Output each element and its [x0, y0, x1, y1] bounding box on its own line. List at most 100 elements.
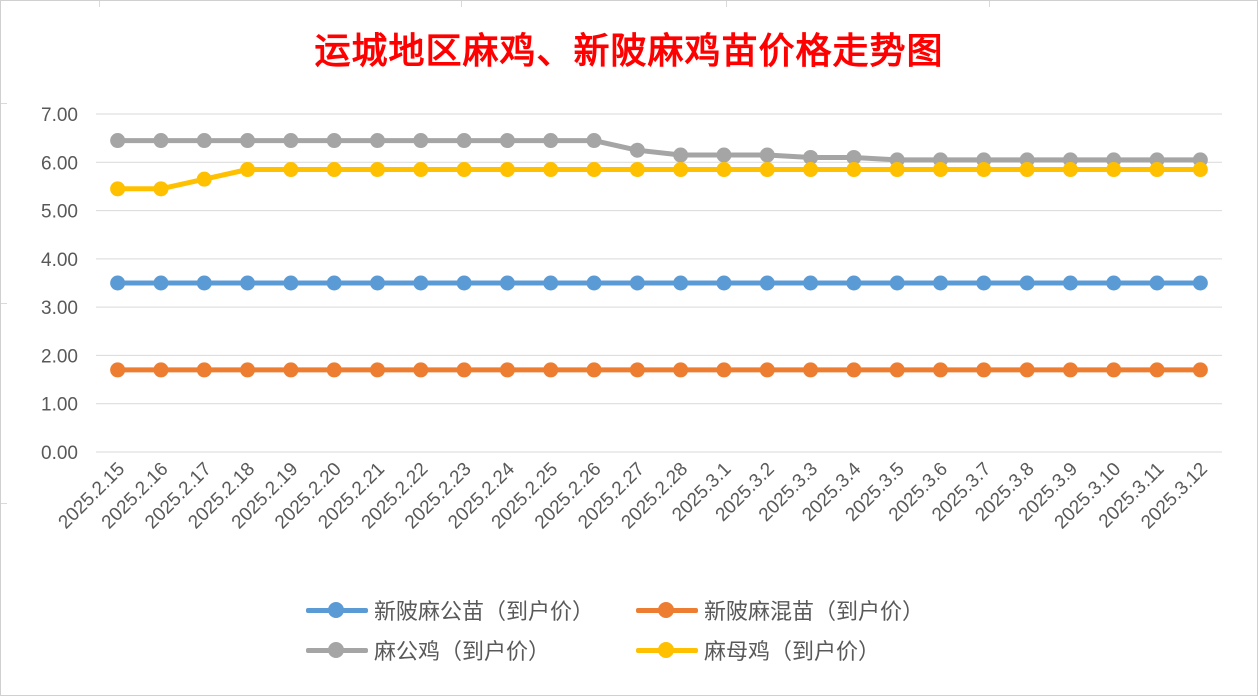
- data-point-series-1: [716, 275, 732, 291]
- series-line-3: [115, 138, 1203, 163]
- data-point-series-4: [456, 162, 472, 178]
- sheet-gridline: [99, 1, 100, 7]
- data-point-series-1: [933, 275, 948, 291]
- legend-label: 麻母鸡（到户价）: [704, 640, 881, 665]
- data-point-series-1: [889, 275, 905, 291]
- data-point-series-2: [499, 362, 515, 378]
- data-point-series-1: [1062, 275, 1078, 291]
- legend-marker-icon: [636, 600, 698, 620]
- y-tick-label: 1.00: [41, 395, 78, 416]
- data-point-series-3: [846, 149, 862, 165]
- data-point-series-2: [846, 362, 862, 378]
- data-point-series-4: [803, 162, 819, 178]
- data-point-series-2: [933, 362, 948, 378]
- data-point-series-1: [543, 275, 559, 291]
- data-point-series-1: [283, 275, 299, 291]
- data-point-series-4: [1062, 162, 1078, 178]
- sheet-gridline: [726, 1, 727, 7]
- data-point-series-2: [716, 362, 732, 378]
- data-point-series-3: [153, 133, 169, 149]
- data-point-series-4: [240, 162, 256, 178]
- data-point-series-1: [803, 275, 819, 291]
- legend-label: 麻公鸡（到户价）: [374, 640, 551, 665]
- y-tick-label: 4.00: [41, 250, 78, 271]
- data-point-series-3: [370, 133, 385, 149]
- data-point-series-3: [586, 133, 602, 149]
- legend-item-series-3[interactable]: 麻公鸡（到户价）: [306, 632, 550, 668]
- data-point-series-2: [326, 362, 342, 378]
- data-point-series-1: [846, 275, 862, 291]
- data-point-series-4: [629, 162, 645, 178]
- data-point-series-2: [1192, 362, 1208, 378]
- data-point-series-3: [716, 147, 732, 163]
- data-point-series-4: [283, 162, 299, 178]
- data-point-series-4: [1106, 162, 1122, 178]
- data-point-series-4: [716, 162, 732, 178]
- y-tick-label: 5.00: [41, 202, 78, 223]
- data-point-series-2: [456, 362, 472, 378]
- legend-marker-icon: [306, 600, 368, 620]
- data-point-series-1: [1149, 275, 1165, 291]
- data-point-series-1: [110, 275, 126, 291]
- sheet-gridline: [1, 303, 7, 304]
- data-point-series-4: [846, 162, 862, 178]
- sheet-gridline: [989, 1, 990, 7]
- legend-item-series-1[interactable]: 新陂麻公苗（到户价）: [306, 592, 594, 628]
- data-point-series-4: [933, 162, 948, 178]
- data-point-series-2: [1062, 362, 1078, 378]
- data-point-series-4: [370, 162, 385, 178]
- data-point-series-2: [1106, 362, 1122, 378]
- data-point-series-4: [153, 181, 169, 197]
- data-point-series-1: [586, 275, 602, 291]
- data-point-series-4: [543, 162, 559, 178]
- data-point-series-4: [889, 162, 905, 178]
- data-point-series-3: [499, 133, 515, 149]
- legend-marker-icon: [306, 640, 368, 660]
- data-point-series-2: [240, 362, 256, 378]
- chart-title: 运城地区麻鸡、新陂麻鸡苗价格走势图: [314, 30, 944, 72]
- data-point-series-2: [543, 362, 559, 378]
- y-tick-label: 3.00: [41, 298, 78, 319]
- data-point-series-3: [673, 147, 689, 163]
- data-point-series-4: [499, 162, 515, 178]
- data-point-series-2: [153, 362, 169, 378]
- data-point-series-4: [673, 162, 689, 178]
- data-point-series-4: [413, 162, 429, 178]
- data-point-series-1: [499, 275, 515, 291]
- y-tick-label: 6.00: [41, 153, 78, 174]
- data-point-series-4: [759, 162, 775, 178]
- data-point-series-1: [456, 275, 472, 291]
- data-point-series-4: [326, 162, 342, 178]
- data-point-series-2: [673, 362, 689, 378]
- data-point-series-1: [196, 275, 212, 291]
- series-line-4: [115, 167, 1203, 192]
- legend-item-series-2[interactable]: 新陂麻混苗（到户价）: [636, 592, 924, 628]
- data-point-series-3: [629, 142, 645, 158]
- data-point-series-1: [629, 275, 645, 291]
- data-point-series-3: [456, 133, 472, 149]
- data-point-series-4: [1019, 162, 1035, 178]
- data-point-series-2: [1149, 362, 1165, 378]
- data-point-series-4: [1192, 162, 1208, 178]
- data-point-series-4: [196, 171, 212, 187]
- data-point-series-1: [326, 275, 342, 291]
- data-point-series-3: [240, 133, 256, 149]
- data-point-series-2: [110, 362, 126, 378]
- data-point-series-1: [153, 275, 169, 291]
- data-point-series-2: [283, 362, 299, 378]
- data-point-series-3: [326, 133, 342, 149]
- sheet-gridline: [1, 503, 7, 504]
- sheet-gridline: [1, 103, 7, 104]
- data-point-series-2: [196, 362, 212, 378]
- data-point-series-1: [759, 275, 775, 291]
- data-point-series-2: [759, 362, 775, 378]
- data-point-series-1: [976, 275, 992, 291]
- data-point-series-1: [673, 275, 689, 291]
- data-point-series-3: [413, 133, 429, 149]
- data-point-series-3: [283, 133, 299, 149]
- data-point-series-1: [1106, 275, 1122, 291]
- data-point-series-4: [976, 162, 992, 178]
- legend-label: 新陂麻公苗（到户价）: [374, 600, 595, 625]
- legend-item-series-4[interactable]: 麻母鸡（到户价）: [636, 632, 880, 668]
